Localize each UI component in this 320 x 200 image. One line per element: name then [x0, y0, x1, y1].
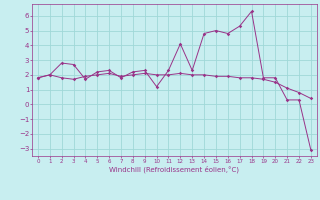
X-axis label: Windchill (Refroidissement éolien,°C): Windchill (Refroidissement éolien,°C)	[109, 165, 239, 173]
